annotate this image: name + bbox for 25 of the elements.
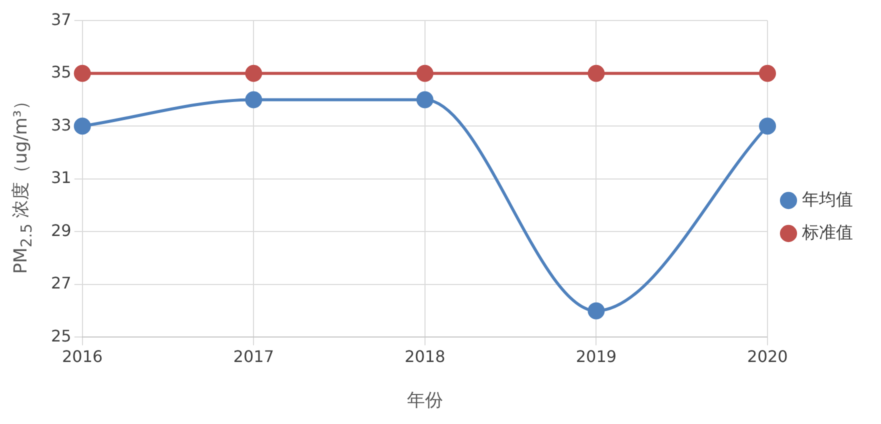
y-tick-label: 31 xyxy=(51,168,72,188)
point xyxy=(245,91,262,108)
point xyxy=(416,91,434,108)
x-tick-label: 2019 xyxy=(576,346,617,366)
point xyxy=(74,64,91,82)
point xyxy=(588,64,605,82)
x-tick-label: 2017 xyxy=(233,346,274,366)
legend-label: 标准值 xyxy=(801,222,853,243)
point xyxy=(588,302,605,320)
y-tick-label: 29 xyxy=(51,220,72,240)
point xyxy=(759,64,776,82)
legend-label: 年均值 xyxy=(802,190,853,210)
y-tick-label: 33 xyxy=(51,115,72,134)
point xyxy=(759,118,776,135)
point xyxy=(416,64,434,82)
y-tick-label: 27 xyxy=(51,274,72,293)
x-tick-label: 2016 xyxy=(62,346,103,366)
y-tick-label: 25 xyxy=(51,326,72,346)
x-tick-label: 2018 xyxy=(404,346,446,366)
point xyxy=(245,64,262,82)
y-tick-label: 37 xyxy=(51,10,72,29)
x-axis-title: 年份 xyxy=(406,390,443,411)
x-tick-label: 2020 xyxy=(747,346,788,366)
y-tick-label: 35 xyxy=(51,62,72,82)
point xyxy=(74,118,91,135)
